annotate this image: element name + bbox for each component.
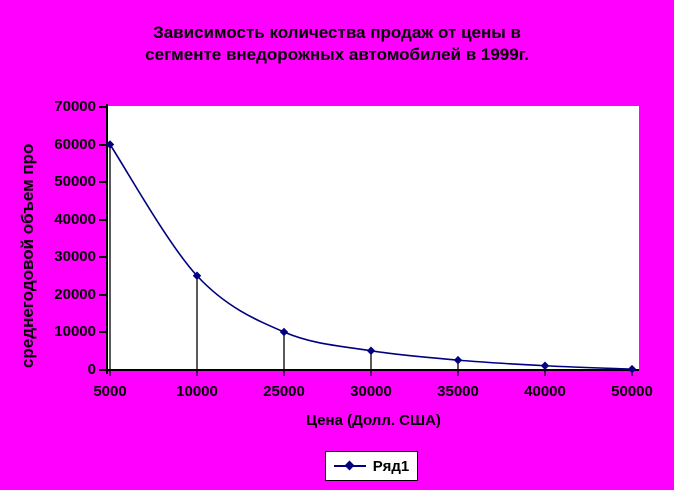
x-axis-tick-label: 30000 [350,383,392,400]
y-axis-tick-label: 10000 [54,323,96,340]
chart-title-line1: Зависимость количества продаж от цены в [153,23,521,42]
x-axis-tick-label: 35000 [437,383,479,400]
y-axis-tick-label: 20000 [54,285,96,303]
x-axis-title: Цена (Долл. США) [306,412,441,429]
y-axis-tick-mark [99,293,106,296]
legend-box: Ряд1 [325,451,418,481]
y-axis-tick-mark [99,181,106,183]
y-axis-tick-mark [99,256,106,258]
y-axis-tick-label: 0 [87,360,96,378]
y-axis-line [106,104,108,374]
y-axis-tick-mark [99,143,106,146]
data-point-marker [192,271,202,280]
x-axis-tick-label: 5000 [93,383,127,400]
y-axis-tick-label: 50000 [54,173,96,190]
data-point-marker [453,355,463,365]
data-point-marker [279,327,289,337]
chart-title: Зависимость количества продаж от цены в … [0,22,674,66]
legend-series-label: Ряд1 [372,457,410,475]
x-axis-tick-label: 25000 [263,383,305,400]
y-axis-tick-mark [99,331,106,333]
data-point-marker [627,364,637,374]
y-axis-tick-mark [99,106,106,108]
y-axis-tick-label: 70000 [54,98,96,115]
x-axis-tick-label: 10000 [176,383,218,400]
series-plot [105,140,637,376]
x-axis-line [106,369,639,371]
data-point-marker [366,346,376,355]
data-point-marker [540,361,550,370]
y-axis-tick-label: 30000 [54,248,96,265]
y-axis-tick-mark [99,218,106,221]
x-axis-tick-label: 50000 [611,383,653,400]
series-line [109,144,633,370]
x-axis-tick-label: 40000 [524,383,566,400]
diamond-marker-icon [344,460,355,471]
y-axis-tick-label: 60000 [54,135,96,153]
y-axis-tick-label: 40000 [54,210,96,228]
data-point-marker [105,140,115,149]
y-axis-tick-mark [99,368,106,371]
chart-title-line2: сегменте внедорожных автомобилей в 1999г… [145,45,529,64]
legend-series-line [333,460,366,471]
